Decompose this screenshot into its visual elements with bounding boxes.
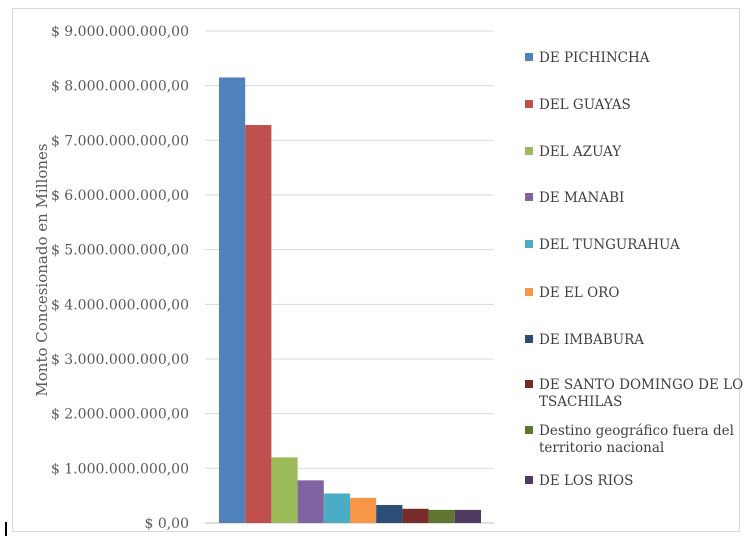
y-tick-label: $ 2.000.000.000,00 bbox=[51, 407, 189, 423]
legend-swatch bbox=[525, 53, 533, 61]
legend-label: DE LOS RIOS bbox=[539, 473, 633, 489]
y-tick-label: $ 9.000.000.000,00 bbox=[51, 24, 189, 40]
legend-label: DE PICHINCHA bbox=[539, 50, 650, 66]
legend-swatch bbox=[525, 380, 533, 388]
text-cursor-mark bbox=[5, 522, 7, 536]
legend-item: DE PICHINCHA bbox=[525, 50, 650, 66]
legend-swatch bbox=[525, 147, 533, 155]
legend-item: DE MANABI bbox=[525, 190, 624, 206]
y-tick-label: $ 4.000.000.000,00 bbox=[51, 297, 189, 313]
legend-item: DE IMBABURA bbox=[525, 332, 644, 348]
y-tick-label: $ 0,00 bbox=[144, 516, 189, 532]
y-axis-ticks: $ 0,00 $ 1.000.000.000,00 $ 2.000.000.000,… bbox=[51, 24, 189, 532]
legend-label: DEL TUNGURAHUA bbox=[539, 237, 680, 253]
bar bbox=[350, 497, 377, 523]
legend-label: territorio nacional bbox=[539, 440, 664, 456]
legend-swatch bbox=[525, 240, 533, 248]
y-tick-label: $ 1.000.000.000,00 bbox=[51, 461, 189, 477]
legend-swatch bbox=[525, 476, 533, 484]
legend-label: DE IMBABURA bbox=[539, 332, 644, 348]
legend-swatch bbox=[525, 288, 533, 296]
bars bbox=[219, 77, 481, 523]
legend-label: DE EL ORO bbox=[539, 285, 619, 301]
legend-item: DE EL ORO bbox=[525, 285, 619, 301]
legend-item: DEL TUNGURAHUA bbox=[525, 237, 680, 253]
legend-swatch bbox=[525, 426, 533, 434]
legend-label: DEL GUAYAS bbox=[539, 97, 631, 113]
y-tick-label: $ 5.000.000.000,00 bbox=[51, 243, 189, 259]
bar bbox=[454, 509, 481, 523]
bar bbox=[376, 504, 403, 523]
legend-label: Destino geográfico fuera del bbox=[539, 423, 734, 439]
bar bbox=[297, 480, 324, 523]
legend-label: DE MANABI bbox=[539, 190, 624, 206]
bar bbox=[271, 457, 298, 523]
y-tick-label: $ 8.000.000.000,00 bbox=[51, 79, 189, 95]
y-tick-label: $ 3.000.000.000,00 bbox=[51, 352, 189, 368]
legend-swatch bbox=[525, 100, 533, 108]
legend-label: DE SANTO DOMINGO DE LOS bbox=[539, 377, 744, 393]
bar bbox=[323, 493, 350, 523]
legend-item: DEL AZUAY bbox=[525, 144, 622, 160]
chart-frame bbox=[12, 8, 740, 532]
y-tick-label: $ 6.000.000.000,00 bbox=[51, 188, 189, 204]
legend-swatch bbox=[525, 193, 533, 201]
bar bbox=[402, 508, 429, 523]
bar bbox=[245, 125, 272, 523]
bar bbox=[428, 509, 455, 523]
bar bbox=[219, 77, 246, 523]
legend-item: DE LOS RIOS bbox=[525, 473, 633, 489]
y-axis-label: Monto Concesionado en Millones bbox=[33, 143, 51, 396]
legend: DE PICHINCHA DEL GUAYAS DEL AZUAY DE MANABI… bbox=[525, 50, 744, 489]
legend-label: TSACHILAS bbox=[539, 394, 622, 410]
y-tick-label: $ 7.000.000.000,00 bbox=[51, 133, 189, 149]
legend-item: DEL GUAYAS bbox=[525, 97, 631, 113]
legend-label: DEL AZUAY bbox=[539, 144, 622, 160]
legend-swatch bbox=[525, 335, 533, 343]
